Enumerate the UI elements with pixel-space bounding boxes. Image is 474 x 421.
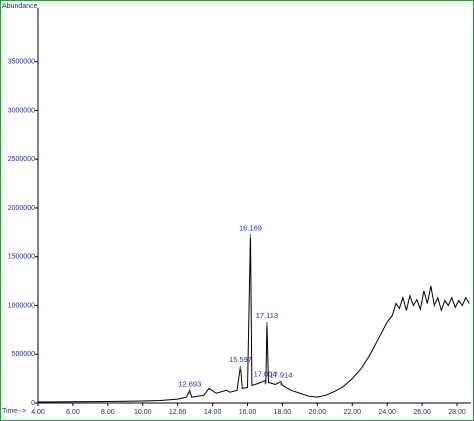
y-tick-label: 1000000 bbox=[8, 302, 35, 309]
x-tick-label: 26.00 bbox=[413, 409, 431, 416]
y-tick-label: 500000 bbox=[12, 351, 35, 358]
y-tick-label: 2500000 bbox=[8, 156, 35, 163]
y-axis-label: Abundance bbox=[2, 3, 38, 10]
y-tick-label: 2000000 bbox=[8, 205, 35, 212]
y-tick-label: 0 bbox=[31, 400, 35, 407]
peak-label: 12.693 bbox=[178, 379, 201, 388]
x-tick-label: 16.00 bbox=[239, 409, 257, 416]
peak-label: 16.169 bbox=[239, 223, 262, 232]
peak-label: 15.597 bbox=[229, 355, 252, 364]
peak-label: 17.914 bbox=[269, 371, 292, 380]
x-tick-label: 14.00 bbox=[204, 409, 222, 416]
x-tick-label: 6.00 bbox=[66, 409, 80, 416]
x-tick-label: 18.00 bbox=[274, 409, 292, 416]
peak-label: 17.004 bbox=[254, 370, 277, 379]
peak-label: 17.113 bbox=[256, 311, 278, 320]
x-tick-label: 4.00 bbox=[31, 409, 45, 416]
x-axis-label: Time--> bbox=[2, 408, 26, 415]
y-tick-label: 3000000 bbox=[8, 107, 35, 114]
x-tick-label: 24.00 bbox=[378, 409, 396, 416]
x-tick-label: 28.00 bbox=[448, 409, 466, 416]
x-tick-label: 8.00 bbox=[101, 409, 115, 416]
x-tick-label: 22.00 bbox=[344, 409, 362, 416]
x-tick-label: 20.00 bbox=[309, 409, 327, 416]
trace bbox=[37, 234, 470, 403]
x-tick-label: 12.00 bbox=[169, 409, 187, 416]
x-tick-label: 10.00 bbox=[134, 409, 152, 416]
y-tick-label: 1500000 bbox=[8, 254, 35, 261]
y-tick-label: 3500000 bbox=[8, 58, 35, 65]
